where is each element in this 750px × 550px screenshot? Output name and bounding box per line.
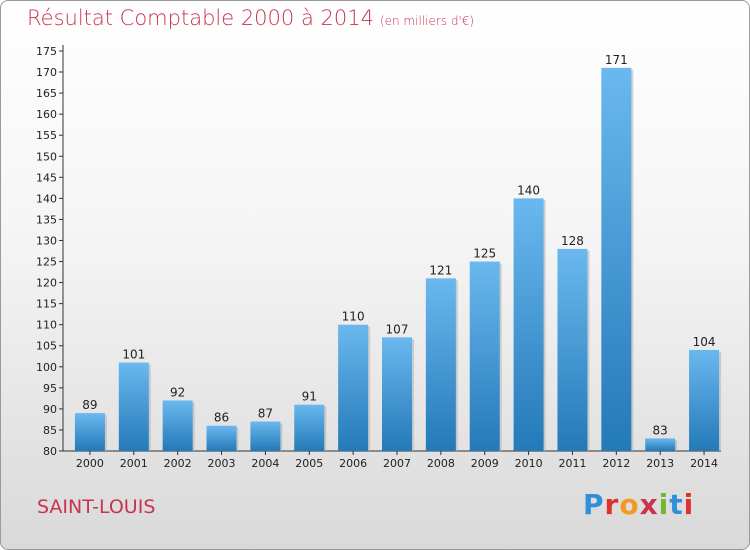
bar-2003: [206, 425, 237, 451]
y-tick-label: 175: [36, 45, 57, 58]
x-tick-label: 2006: [339, 457, 367, 470]
y-tick-label: 130: [36, 234, 57, 247]
y-tick-label: 100: [36, 361, 57, 374]
bar-2012: [601, 67, 632, 451]
value-label: 91: [302, 390, 317, 404]
bar-2011: [557, 248, 588, 451]
x-tick-label: 2002: [164, 457, 192, 470]
y-tick-label: 160: [36, 108, 57, 121]
bar-2009: [469, 261, 500, 451]
y-tick-label: 155: [36, 129, 57, 142]
x-tick-label: 2001: [120, 457, 148, 470]
y-tick-label: 140: [36, 192, 57, 205]
place-name: SAINT-LOUIS: [37, 496, 156, 518]
y-tick-label: 90: [43, 403, 57, 416]
chart-title-text: Résultat Comptable 2000 à 2014: [27, 6, 374, 30]
bar-2000: [74, 413, 105, 451]
value-label: 121: [429, 263, 452, 277]
y-tick-label: 135: [36, 213, 57, 226]
bar-2014: [689, 349, 720, 451]
x-tick-label: 2014: [690, 457, 718, 470]
chart-subtitle: (en milliers d'€): [379, 14, 475, 28]
value-label: 83: [653, 423, 668, 437]
x-tick-label: 2013: [646, 457, 674, 470]
y-tick-label: 105: [36, 340, 57, 353]
y-tick-label: 145: [36, 171, 57, 184]
value-label: 171: [605, 53, 628, 67]
value-label: 89: [82, 398, 97, 412]
x-tick-label: 2000: [76, 457, 104, 470]
bar-2001: [118, 362, 149, 451]
bar-2006: [338, 324, 369, 451]
proxiti-logo: Proxiti: [583, 488, 695, 521]
value-label: 87: [258, 407, 273, 421]
y-tick-label: 165: [36, 87, 57, 100]
value-label: 125: [473, 247, 496, 261]
y-tick-label: 125: [36, 256, 57, 269]
x-tick-label: 2003: [208, 457, 236, 470]
x-tick-label: 2009: [471, 457, 499, 470]
y-tick-label: 85: [43, 424, 57, 437]
x-tick-label: 2008: [427, 457, 455, 470]
bar-2013: [645, 438, 676, 451]
value-label: 86: [214, 411, 229, 425]
y-tick-label: 115: [36, 298, 57, 311]
value-label: 140: [517, 183, 540, 197]
chart-title: Résultat Comptable 2000 à 2014 (en millie…: [27, 6, 474, 30]
bar-2002: [162, 400, 193, 451]
bar-2010: [513, 198, 544, 451]
y-tick-label: 150: [36, 150, 57, 163]
value-label: 110: [342, 310, 365, 324]
x-tick-label: 2011: [558, 457, 586, 470]
y-tick-label: 120: [36, 277, 57, 290]
x-tick-label: 2012: [602, 457, 630, 470]
bar-2007: [382, 337, 412, 451]
value-label: 92: [170, 385, 185, 399]
x-tick-label: 2004: [251, 457, 279, 470]
y-tick-label: 110: [36, 319, 57, 332]
x-tick-label: 2005: [295, 457, 323, 470]
bar-2005: [294, 404, 325, 451]
value-label: 107: [386, 322, 409, 336]
bar-2008: [425, 278, 456, 451]
value-label: 128: [561, 234, 584, 248]
y-tick-label: 95: [43, 382, 57, 395]
x-tick-label: 2007: [383, 457, 411, 470]
y-tick-label: 80: [43, 445, 57, 458]
x-tick-label: 2010: [515, 457, 543, 470]
bar-2004: [250, 421, 281, 451]
value-label: 101: [122, 348, 145, 362]
y-tick-label: 170: [36, 66, 57, 79]
value-label: 104: [693, 335, 716, 349]
